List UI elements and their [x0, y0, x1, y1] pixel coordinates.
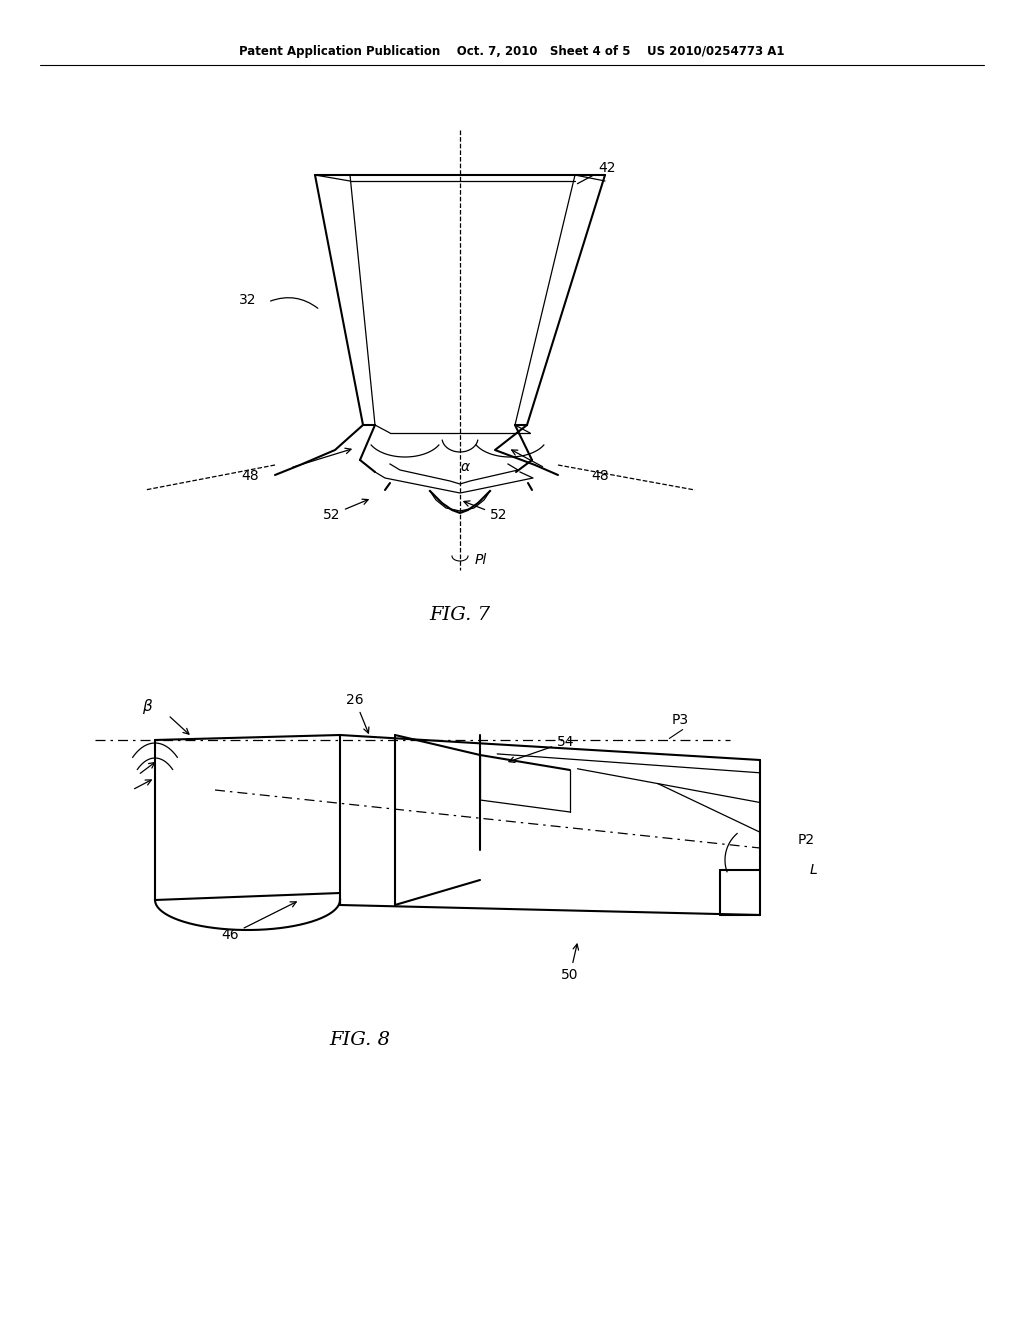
Text: Patent Application Publication    Oct. 7, 2010   Sheet 4 of 5    US 2010/0254773: Patent Application Publication Oct. 7, 2…	[240, 45, 784, 58]
Text: 42: 42	[578, 161, 615, 183]
Text: 32: 32	[240, 293, 257, 308]
Text: L: L	[810, 863, 818, 876]
Text: $\beta$: $\beta$	[142, 697, 154, 715]
Text: 52: 52	[323, 499, 369, 521]
Text: Pl: Pl	[475, 553, 487, 568]
Text: 26: 26	[346, 693, 369, 733]
Text: 52: 52	[464, 500, 508, 521]
Text: 48: 48	[242, 469, 259, 483]
Text: 54: 54	[509, 735, 574, 763]
Text: P3: P3	[672, 713, 689, 727]
Text: 48: 48	[591, 469, 609, 483]
Text: 50: 50	[561, 944, 579, 982]
Text: FIG. 7: FIG. 7	[429, 606, 490, 624]
Text: FIG. 8: FIG. 8	[330, 1031, 390, 1049]
Text: P2: P2	[798, 833, 815, 847]
Text: 46: 46	[221, 902, 296, 942]
Text: $\alpha$: $\alpha$	[460, 459, 470, 474]
